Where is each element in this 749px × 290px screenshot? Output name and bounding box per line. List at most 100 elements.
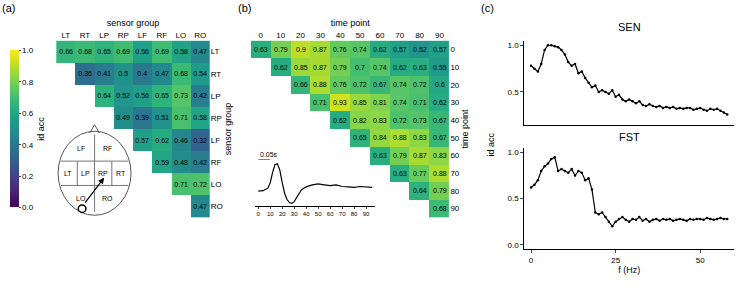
svg-text:0.83: 0.83 — [413, 134, 427, 141]
svg-text:0.69: 0.69 — [116, 48, 130, 55]
svg-text:0.83: 0.83 — [433, 152, 447, 159]
svg-text:(b): (b) — [238, 2, 251, 14]
svg-text:0.87: 0.87 — [313, 64, 327, 71]
svg-text:0.79: 0.79 — [433, 187, 447, 194]
svg-text:25: 25 — [611, 256, 620, 265]
svg-text:f (Hz): f (Hz) — [618, 265, 640, 275]
svg-text:0.57: 0.57 — [393, 46, 407, 53]
svg-text:LF: LF — [138, 31, 147, 40]
svg-text:0.8: 0.8 — [22, 78, 34, 87]
svg-text:0.87: 0.87 — [413, 152, 427, 159]
svg-text:sensor group: sensor group — [107, 18, 160, 28]
svg-text:0.62: 0.62 — [155, 137, 169, 144]
svg-text:0.0: 0.0 — [22, 203, 34, 212]
svg-text:LT: LT — [61, 31, 70, 40]
svg-text:0.68: 0.68 — [433, 205, 447, 212]
svg-text:0.9: 0.9 — [296, 46, 306, 53]
svg-text:RP: RP — [211, 114, 222, 123]
svg-text:0.52: 0.52 — [413, 46, 427, 53]
svg-text:LO: LO — [211, 180, 222, 189]
svg-text:0.5: 0.5 — [118, 70, 128, 77]
svg-text:0.79: 0.79 — [393, 152, 407, 159]
svg-text:0.51: 0.51 — [155, 114, 169, 121]
svg-text:0.85: 0.85 — [294, 64, 308, 71]
svg-text:0.62: 0.62 — [333, 117, 347, 124]
svg-text:0.73: 0.73 — [174, 92, 188, 99]
svg-text:RO: RO — [211, 202, 223, 211]
svg-text:RO: RO — [194, 31, 206, 40]
svg-text:0.88: 0.88 — [433, 170, 447, 177]
svg-text:0.67: 0.67 — [373, 81, 387, 88]
svg-text:0.6: 0.6 — [22, 109, 34, 118]
svg-text:0.48: 0.48 — [174, 159, 188, 166]
svg-text:0.59: 0.59 — [155, 159, 169, 166]
svg-text:0.72: 0.72 — [353, 81, 367, 88]
svg-text:0.83: 0.83 — [373, 117, 387, 124]
svg-text:20: 20 — [450, 81, 459, 90]
svg-text:0.71: 0.71 — [313, 99, 327, 106]
svg-text:60: 60 — [450, 151, 459, 160]
svg-text:(a): (a) — [2, 2, 15, 14]
svg-text:RF: RF — [211, 158, 222, 167]
svg-text:LT: LT — [64, 170, 72, 177]
svg-text:LP: LP — [99, 31, 109, 40]
svg-text:0.79: 0.79 — [333, 64, 347, 71]
svg-text:30: 30 — [316, 31, 325, 40]
svg-text:0.84: 0.84 — [373, 134, 387, 141]
svg-text:90: 90 — [435, 31, 444, 40]
svg-text:time point: time point — [331, 18, 371, 28]
svg-text:0.56: 0.56 — [135, 92, 149, 99]
svg-text:0.63: 0.63 — [373, 152, 387, 159]
svg-text:0.64: 0.64 — [97, 92, 111, 99]
svg-text:id acc: id acc — [486, 133, 496, 157]
svg-text:0.6: 0.6 — [435, 81, 445, 88]
svg-text:0.71: 0.71 — [413, 99, 427, 106]
svg-text:0.74: 0.74 — [373, 64, 387, 71]
svg-text:0.66: 0.66 — [294, 81, 308, 88]
svg-text:LP: LP — [211, 92, 221, 101]
svg-text:0.74: 0.74 — [393, 81, 407, 88]
svg-text:10: 10 — [450, 63, 459, 72]
svg-text:0.05s: 0.05s — [260, 151, 278, 158]
svg-text:0.63: 0.63 — [413, 64, 427, 71]
svg-text:RO: RO — [102, 195, 113, 202]
svg-text:0: 0 — [529, 256, 534, 265]
svg-text:0.62: 0.62 — [373, 46, 387, 53]
svg-text:0.76: 0.76 — [333, 81, 347, 88]
svg-text:0.69: 0.69 — [155, 48, 169, 55]
svg-text:0.73: 0.73 — [413, 117, 427, 124]
svg-text:0.49: 0.49 — [116, 114, 130, 121]
svg-text:0.65: 0.65 — [155, 92, 169, 99]
svg-text:90: 90 — [450, 204, 459, 213]
svg-text:id acc: id acc — [36, 117, 46, 141]
svg-text:0: 0 — [259, 31, 264, 40]
svg-text:RP: RP — [118, 31, 129, 40]
svg-text:0.47: 0.47 — [193, 48, 207, 55]
svg-text:sensor group: sensor group — [223, 103, 233, 156]
svg-text:0.67: 0.67 — [433, 117, 447, 124]
svg-text:0.66: 0.66 — [59, 48, 73, 55]
svg-text:LO: LO — [76, 195, 86, 202]
svg-text:30: 30 — [450, 98, 459, 107]
svg-text:20: 20 — [296, 31, 305, 40]
svg-text:0.39: 0.39 — [135, 114, 149, 121]
svg-text:time point: time point — [460, 109, 470, 149]
svg-text:0.56: 0.56 — [135, 48, 149, 55]
svg-text:0.71: 0.71 — [174, 181, 188, 188]
svg-text:0.62: 0.62 — [433, 99, 447, 106]
svg-text:50: 50 — [450, 134, 459, 143]
svg-text:RT: RT — [80, 31, 91, 40]
svg-text:0.85: 0.85 — [353, 99, 367, 106]
svg-text:0.68: 0.68 — [174, 70, 188, 77]
svg-text:0: 0 — [257, 211, 261, 217]
svg-text:0.88: 0.88 — [393, 134, 407, 141]
svg-text:20: 20 — [279, 211, 286, 217]
svg-text:80: 80 — [450, 187, 459, 196]
svg-text:LF: LF — [77, 145, 85, 152]
svg-text:0.63: 0.63 — [254, 46, 268, 53]
svg-text:RF: RF — [103, 145, 112, 152]
svg-text:0.57: 0.57 — [135, 137, 149, 144]
svg-text:0.74: 0.74 — [393, 99, 407, 106]
svg-text:0.52: 0.52 — [116, 92, 130, 99]
svg-text:0.58: 0.58 — [174, 48, 188, 55]
